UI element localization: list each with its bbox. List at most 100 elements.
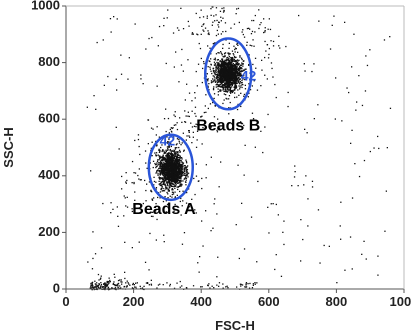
population-event [223, 71, 225, 73]
population-event [224, 61, 226, 63]
population-event [186, 172, 188, 174]
background-event [238, 74, 241, 76]
background-event [258, 9, 260, 11]
population-event [224, 66, 226, 69]
background-event [111, 287, 114, 290]
population-event [194, 193, 196, 196]
population-event [158, 149, 160, 151]
population-event [161, 149, 164, 152]
population-event [235, 82, 237, 84]
background-event [243, 93, 246, 96]
population-event [237, 80, 239, 82]
population-event [179, 185, 181, 187]
population-event [168, 185, 170, 187]
population-event [225, 81, 227, 83]
background-event [213, 116, 216, 118]
population-event [235, 69, 238, 71]
background-event [208, 33, 210, 36]
population-event [230, 70, 232, 72]
background-event [217, 52, 219, 54]
background-event [163, 25, 165, 27]
population-event [221, 65, 223, 67]
population-event [134, 191, 136, 193]
population-event [174, 197, 176, 199]
population-event [224, 52, 227, 54]
population-event [217, 118, 219, 120]
population-event [156, 163, 158, 165]
population-event [217, 85, 219, 87]
background-event [99, 287, 102, 289]
background-event [283, 220, 285, 222]
population-event [230, 92, 232, 94]
background-event [138, 168, 140, 170]
background-event [137, 134, 140, 136]
population-event [161, 168, 163, 170]
background-event [95, 108, 97, 110]
background-event [238, 257, 240, 260]
population-event [175, 178, 177, 180]
population-event [175, 173, 177, 175]
population-event [217, 76, 219, 78]
population-event [233, 54, 235, 56]
population-event [160, 159, 162, 162]
population-event [163, 152, 165, 154]
population-event [178, 182, 180, 184]
population-event [233, 74, 235, 76]
background-event [307, 198, 309, 200]
background-event [102, 202, 104, 205]
population-event [188, 130, 190, 132]
background-event [209, 66, 211, 68]
background-event [194, 92, 196, 94]
population-event [182, 200, 184, 202]
population-event [153, 184, 155, 186]
population-label: Beads B [196, 117, 260, 134]
population-event [170, 167, 172, 169]
background-event [124, 271, 126, 273]
population-event [174, 169, 177, 171]
population-event [225, 76, 227, 79]
population-event [177, 165, 179, 168]
population-event [213, 86, 215, 88]
population-event [218, 63, 220, 65]
population-event [227, 88, 229, 91]
background-event [294, 165, 296, 167]
population-event [221, 86, 223, 88]
population-event [180, 178, 182, 180]
background-event [107, 283, 109, 285]
background-event [264, 56, 266, 59]
population-event [176, 177, 178, 180]
background-event [263, 31, 265, 34]
population-event [231, 70, 234, 72]
background-event [331, 24, 333, 26]
population-event [197, 63, 200, 65]
background-event [275, 203, 277, 206]
population-event [159, 161, 161, 164]
population-event [167, 166, 169, 168]
background-event [329, 48, 332, 50]
background-event [243, 248, 246, 250]
population-event [201, 177, 203, 180]
population-event [211, 80, 213, 82]
population-event [221, 70, 223, 72]
background-event [103, 286, 105, 288]
population-event [177, 182, 179, 184]
background-event [126, 280, 128, 282]
background-event [178, 146, 180, 149]
population-event [219, 64, 221, 66]
population-event [166, 136, 168, 138]
population-event [160, 169, 163, 171]
background-event [298, 14, 300, 17]
background-event [98, 279, 100, 281]
population-event [175, 167, 177, 169]
population-event [232, 90, 234, 92]
background-event [178, 138, 180, 141]
background-event [389, 36, 391, 38]
population-event [229, 74, 231, 76]
population-event [215, 66, 217, 68]
population-event [173, 170, 175, 172]
population-event [218, 65, 220, 67]
population-event [174, 162, 176, 165]
population-event [161, 165, 164, 167]
population-event [252, 39, 254, 41]
background-event [128, 283, 130, 285]
